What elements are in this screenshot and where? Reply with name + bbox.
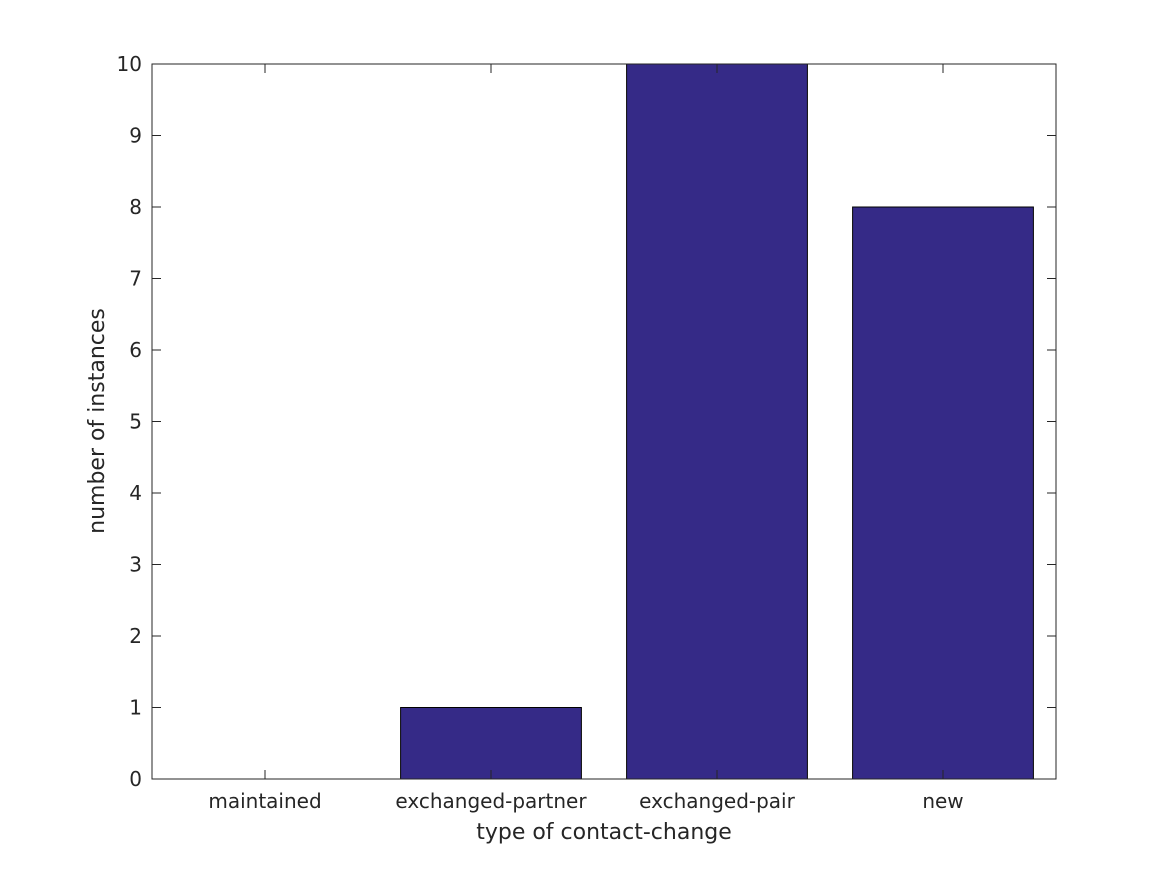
y-axis: 0 1 2 3 4 5 6 7 8 9 10 xyxy=(117,52,1056,791)
y-tick-label: 9 xyxy=(129,124,142,148)
y-axis-label: number of instances xyxy=(85,308,110,534)
y-tick-label: 4 xyxy=(129,481,142,505)
x-tick-label: exchanged-pair xyxy=(639,789,795,813)
bar-exchanged-pair xyxy=(626,63,808,780)
y-tick-label: 0 xyxy=(129,767,142,791)
x-tick-label: maintained xyxy=(208,789,321,813)
x-axis: maintained exchanged-partner exchanged-pai… xyxy=(208,64,964,813)
bar-series xyxy=(400,63,1034,780)
bar-exchanged-partner xyxy=(400,707,582,780)
y-tick-label: 1 xyxy=(129,696,142,720)
y-tick-label: 7 xyxy=(129,267,142,291)
x-tick-label: exchanged-partner xyxy=(395,789,587,813)
x-tick-label: new xyxy=(922,789,963,813)
y-tick-label: 6 xyxy=(129,338,142,362)
y-tick-label: 3 xyxy=(129,553,142,577)
y-tick-label: 8 xyxy=(129,195,142,219)
bar-new xyxy=(852,206,1034,780)
y-tick-label: 5 xyxy=(129,410,142,434)
x-axis-label: type of contact-change xyxy=(476,820,732,845)
y-tick-label: 2 xyxy=(129,624,142,648)
y-tick-label: 10 xyxy=(117,52,142,76)
